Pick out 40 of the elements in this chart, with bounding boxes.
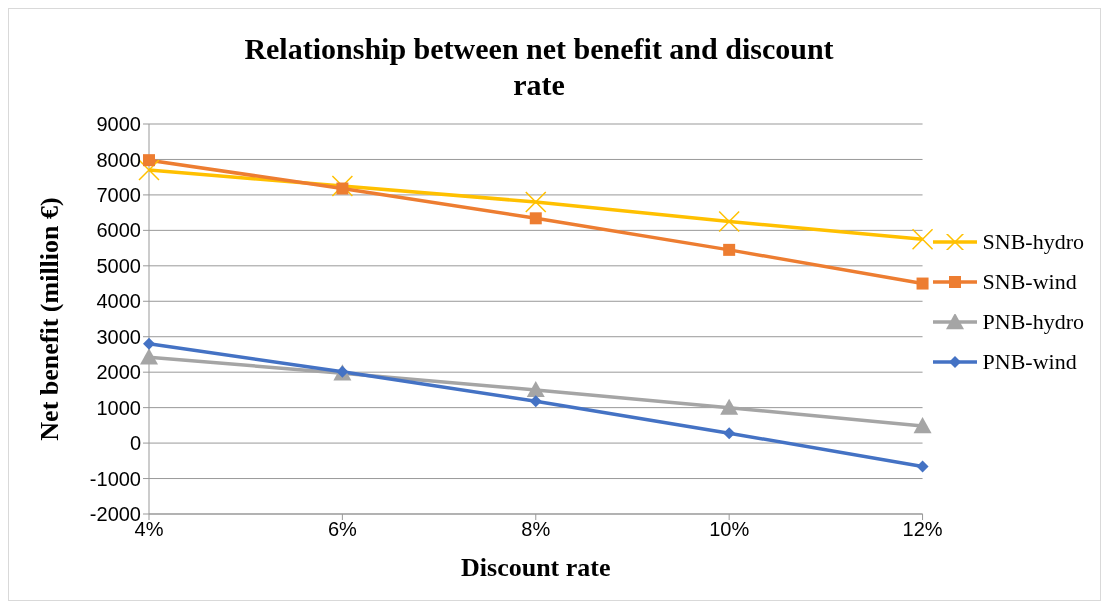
y-tick-label: 7000 xyxy=(96,184,141,207)
x-tick-label: 10% xyxy=(709,518,750,541)
point xyxy=(529,212,542,225)
legend-label: SNB-wind xyxy=(982,268,1077,295)
y-tick-label: 5000 xyxy=(96,254,141,277)
legend-label: PNB-wind xyxy=(982,348,1077,375)
y-tick-label: 8000 xyxy=(96,148,141,171)
legend-label: SNB-hydro xyxy=(982,228,1084,255)
point xyxy=(718,210,740,233)
legend-label: PNB-hydro xyxy=(982,308,1084,335)
x-tick-label: 6% xyxy=(327,518,358,541)
point xyxy=(723,427,736,440)
x-tick-label: 8% xyxy=(521,518,551,541)
point xyxy=(525,191,547,213)
x-tick-label: 12% xyxy=(902,518,943,541)
point xyxy=(331,175,354,197)
point xyxy=(723,243,736,256)
point xyxy=(140,348,158,365)
y-tick-label: -1000 xyxy=(89,467,141,490)
point xyxy=(911,228,934,250)
point xyxy=(336,182,349,195)
point xyxy=(143,154,155,167)
y-tick-label: 3000 xyxy=(96,325,141,348)
point xyxy=(529,395,542,408)
point xyxy=(916,460,929,473)
point xyxy=(526,380,545,398)
point xyxy=(916,277,929,290)
chart-title: Relationship between net benefit and discount rate xyxy=(243,31,835,103)
y-tick-label: 1000 xyxy=(96,396,141,419)
y-tick-label: 9000 xyxy=(96,113,141,136)
y-tick-label: 4000 xyxy=(96,290,141,313)
y-tick-label: 0 xyxy=(129,432,141,455)
point xyxy=(138,159,160,181)
x-axis-title: Discount rate xyxy=(461,553,611,582)
point xyxy=(913,417,932,434)
y-tick-label: 2000 xyxy=(96,361,141,384)
point xyxy=(143,337,155,350)
point xyxy=(720,398,739,415)
y-tick-label: 6000 xyxy=(96,219,141,242)
y-axis-title: Net benefit (million €) xyxy=(35,197,65,441)
